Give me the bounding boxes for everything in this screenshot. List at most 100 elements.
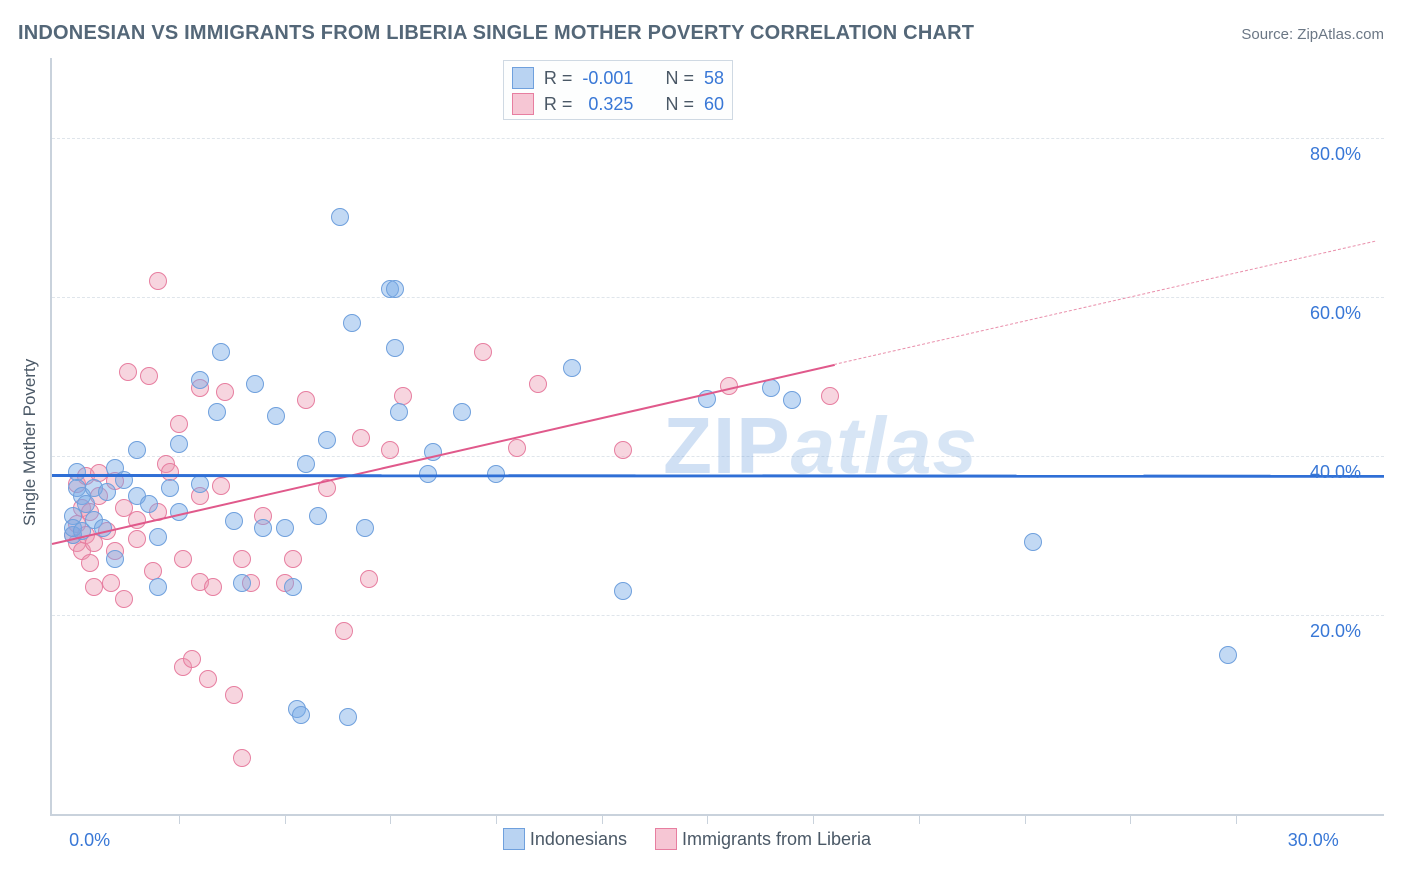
n-label: N = — [665, 68, 694, 89]
marker-indonesians — [140, 495, 158, 513]
marker-indonesians — [386, 280, 404, 298]
marker-liberia — [225, 686, 243, 704]
marker-indonesians — [284, 578, 302, 596]
chart-title: INDONESIAN VS IMMIGRANTS FROM LIBERIA SI… — [18, 22, 974, 45]
marker-liberia — [212, 477, 230, 495]
grid-line — [52, 297, 1384, 298]
marker-indonesians — [208, 403, 226, 421]
marker-indonesians — [77, 495, 95, 513]
marker-indonesians — [309, 507, 327, 525]
x-tick-mark — [813, 814, 814, 824]
marker-liberia — [474, 343, 492, 361]
plot-area — [50, 58, 1384, 816]
source-name: ZipAtlas.com — [1297, 26, 1384, 43]
marker-liberia — [381, 441, 399, 459]
n-value-indonesians: 58 — [704, 68, 724, 89]
marker-indonesians — [331, 208, 349, 226]
marker-liberia — [149, 272, 167, 290]
x-tick-label: 30.0% — [1288, 830, 1339, 851]
marker-indonesians — [246, 375, 264, 393]
marker-liberia — [508, 439, 526, 457]
marker-indonesians — [390, 403, 408, 421]
n-label: N = — [665, 94, 694, 115]
y-tick-label: 60.0% — [1310, 303, 1361, 324]
y-axis-label: Single Mother Poverty — [20, 359, 40, 526]
x-tick-mark — [1130, 814, 1131, 824]
marker-liberia — [174, 550, 192, 568]
r-label: R = — [544, 68, 573, 89]
r-value-liberia: 0.325 — [588, 94, 633, 115]
swatch-liberia-icon — [655, 828, 677, 850]
marker-indonesians — [212, 343, 230, 361]
marker-indonesians — [1024, 533, 1042, 551]
marker-liberia — [821, 387, 839, 405]
x-tick-mark — [919, 814, 920, 824]
marker-indonesians — [267, 407, 285, 425]
swatch-indonesians-icon — [512, 67, 534, 89]
legend-row-indonesians: R = -0.001 N = 58 — [512, 65, 724, 91]
grid-line — [52, 615, 1384, 616]
marker-indonesians — [343, 314, 361, 332]
grid-line — [52, 456, 1384, 457]
marker-liberia — [284, 550, 302, 568]
source-prefix: Source: — [1241, 26, 1297, 43]
marker-indonesians — [318, 431, 336, 449]
marker-indonesians — [191, 475, 209, 493]
marker-liberia — [297, 391, 315, 409]
legend-label-indonesians: Indonesians — [530, 829, 627, 849]
x-tick-mark — [285, 814, 286, 824]
swatch-indonesians-icon — [503, 828, 525, 850]
marker-liberia — [360, 570, 378, 588]
x-tick-mark — [1236, 814, 1237, 824]
marker-liberia — [233, 550, 251, 568]
marker-indonesians — [161, 479, 179, 497]
trend-line — [834, 241, 1375, 365]
marker-indonesians — [783, 391, 801, 409]
marker-indonesians — [356, 519, 374, 537]
r-value-indonesians: -0.001 — [582, 68, 633, 89]
marker-liberia — [614, 441, 632, 459]
x-tick-mark — [390, 814, 391, 824]
y-tick-label: 40.0% — [1310, 462, 1361, 483]
marker-indonesians — [297, 455, 315, 473]
x-tick-mark — [1025, 814, 1026, 824]
marker-indonesians — [128, 441, 146, 459]
marker-indonesians — [386, 339, 404, 357]
marker-indonesians — [254, 519, 272, 537]
legend-item-indonesians: Indonesians — [503, 828, 627, 850]
marker-indonesians — [98, 483, 116, 501]
y-tick-label: 80.0% — [1310, 144, 1361, 165]
legend-row-liberia: R = 0.325 N = 60 — [512, 91, 724, 117]
marker-liberia — [529, 375, 547, 393]
legend-correlation: R = -0.001 N = 58 R = 0.325 N = 60 — [503, 60, 733, 120]
r-label: R = — [544, 94, 573, 115]
marker-liberia — [204, 578, 222, 596]
trend-line — [52, 474, 1384, 478]
marker-indonesians — [339, 708, 357, 726]
legend-label-liberia: Immigrants from Liberia — [682, 829, 871, 849]
x-tick-mark — [707, 814, 708, 824]
marker-liberia — [128, 530, 146, 548]
marker-liberia — [115, 590, 133, 608]
marker-indonesians — [563, 359, 581, 377]
marker-liberia — [183, 650, 201, 668]
legend-series: Indonesians Immigrants from Liberia — [503, 828, 871, 850]
marker-indonesians — [106, 550, 124, 568]
marker-liberia — [119, 363, 137, 381]
marker-indonesians — [1219, 646, 1237, 664]
marker-liberia — [102, 574, 120, 592]
swatch-liberia-icon — [512, 93, 534, 115]
y-tick-label: 20.0% — [1310, 621, 1361, 642]
marker-liberia — [199, 670, 217, 688]
source-label: Source: ZipAtlas.com — [1241, 26, 1384, 43]
marker-liberia — [81, 554, 99, 572]
x-tick-label: 0.0% — [69, 830, 110, 851]
marker-liberia — [352, 429, 370, 447]
marker-liberia — [216, 383, 234, 401]
marker-liberia — [233, 749, 251, 767]
marker-liberia — [85, 578, 103, 596]
marker-indonesians — [225, 512, 243, 530]
marker-indonesians — [292, 706, 310, 724]
marker-indonesians — [453, 403, 471, 421]
marker-indonesians — [276, 519, 294, 537]
